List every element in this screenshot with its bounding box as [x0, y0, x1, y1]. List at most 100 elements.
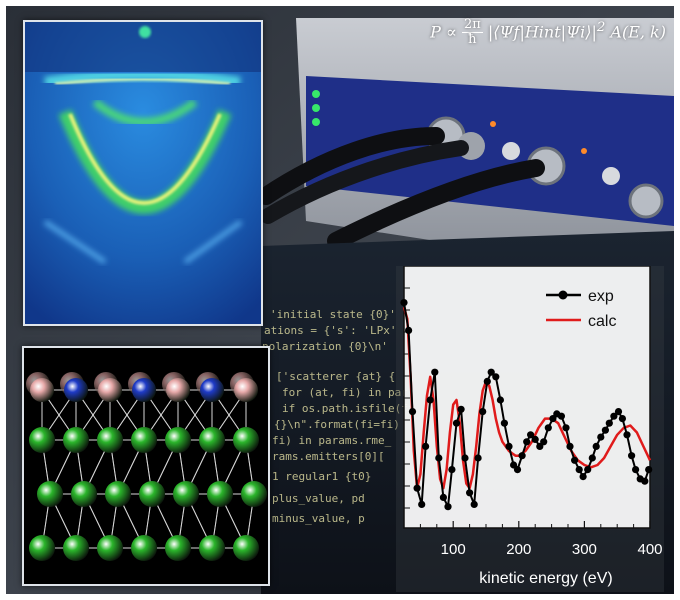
code-line: fi) in params.rme_ [272, 434, 391, 447]
exp-data-point [641, 478, 648, 485]
exp-data-point [409, 408, 416, 415]
exp-data-point [414, 485, 421, 492]
exp-data-point [458, 406, 465, 413]
equation-matrix-element: |⟨Ψf|Hint|Ψi⟩| [488, 22, 597, 41]
exp-data-point [558, 413, 565, 420]
green-bulk-atom [233, 535, 259, 561]
exp-data-point [619, 415, 626, 422]
x-tick-label: 100 [441, 541, 466, 558]
spectrum-chart: 100 200 300 400 exp calc kinetic energy (eV… [396, 266, 664, 592]
green-bulk-atom [165, 535, 191, 561]
green-bulk-atom [97, 535, 123, 561]
exp-data-point [632, 466, 639, 473]
legend-calc-label: calc [588, 313, 616, 330]
exp-data-point [484, 378, 491, 385]
code-line: 'initial state {0}' [270, 308, 396, 321]
exp-data-point [602, 427, 609, 434]
bnc-connector [630, 185, 662, 217]
blue-surface-atom [200, 378, 224, 402]
exp-data-point [448, 466, 455, 473]
exp-data-point [497, 396, 504, 403]
exp-data-point [571, 457, 578, 464]
code-line: 1 regular1 {t0} [272, 470, 371, 483]
green-bulk-atom [63, 535, 89, 561]
exp-data-point [471, 501, 478, 508]
code-line: polarization {0}\n' [262, 340, 388, 353]
bond-network [42, 390, 254, 548]
blue-surface-atom [64, 378, 88, 402]
code-line: if os.path.isfile(fi [282, 402, 414, 415]
x-tick-label: 400 [637, 541, 662, 558]
green-bulk-atom [71, 481, 97, 507]
exp-data-point [453, 420, 460, 427]
green-bulk-atom [173, 481, 199, 507]
code-line: rams.emitters[0][ [272, 450, 385, 463]
led-indicator [312, 104, 320, 112]
exp-data-point [615, 408, 622, 415]
code-line: ations = {'s': 'LPx' [264, 324, 396, 337]
exp-data-point [475, 454, 482, 461]
legend-exp-marker [559, 291, 568, 300]
code-line: ['scatterer {at} { [276, 370, 395, 383]
pink-surface-atom [166, 378, 190, 402]
green-bulk-atom [63, 427, 89, 453]
green-bulk-atom [207, 481, 233, 507]
x-tick-label: 200 [506, 541, 531, 558]
green-bulk-atom [37, 481, 63, 507]
equation-numerator: 2π [462, 18, 483, 33]
exp-data-point [545, 424, 552, 431]
exp-data-point [623, 431, 630, 438]
pink-surface-atom [98, 378, 122, 402]
exp-data-point [580, 473, 587, 480]
exp-data-point [519, 452, 526, 459]
x-axis-label: kinetic energy (eV) [479, 570, 612, 587]
exp-data-point [492, 373, 499, 380]
exp-data-point [461, 454, 468, 461]
exp-data-point [523, 438, 530, 445]
crystal-lattice-model [22, 346, 270, 586]
green-bulk-atom [131, 427, 157, 453]
pink-surface-atom [30, 378, 54, 402]
code-line: {}\n".format(fi=fi) [274, 418, 400, 431]
green-bulk-atom [241, 481, 267, 507]
equation-fraction: 2π ħ [462, 18, 483, 48]
green-bulk-atom [233, 427, 259, 453]
led-indicator [312, 118, 320, 126]
green-bulk-atom [97, 427, 123, 453]
exp-data-point [589, 454, 596, 461]
x-tick-label: 300 [572, 541, 597, 558]
green-bulk-atom [199, 535, 225, 561]
exp-data-point [435, 454, 442, 461]
equation-denominator: ħ [462, 33, 483, 47]
blue-surface-atom [132, 378, 156, 402]
exp-data-point [606, 420, 613, 427]
exp-data-point [514, 466, 521, 473]
lattice-drawing [24, 348, 268, 584]
arpes-band-map [23, 20, 263, 326]
exp-data-point [418, 501, 425, 508]
exp-data-point [628, 452, 635, 459]
led-indicator [581, 148, 587, 154]
exp-data-point [405, 327, 412, 334]
plot-area [404, 266, 650, 528]
equation-exponent: 2 [597, 20, 605, 35]
knob [602, 167, 620, 185]
green-bulk-atom [139, 481, 165, 507]
green-bulk-atom [29, 427, 55, 453]
exp-data-point [576, 466, 583, 473]
equation-spectral-function: A(E, k) [610, 22, 666, 41]
exp-data-point [444, 503, 451, 510]
green-bulk-atom [199, 427, 225, 453]
exp-data-point [422, 443, 429, 450]
exp-data-point [505, 443, 512, 450]
green-bulk-atom [131, 535, 157, 561]
equation-prefix: P ∝ [430, 22, 457, 41]
exp-data-point [427, 396, 434, 403]
exp-data-point [566, 443, 573, 450]
exp-data-point [400, 299, 407, 306]
exp-data-point [562, 424, 569, 431]
code-line: plus_value, pd [272, 492, 365, 505]
led-indicator [490, 121, 496, 127]
photoemission-equation: P ∝ 2π ħ |⟨Ψf|Hint|Ψi⟩|2 A(E, k) [430, 18, 666, 48]
